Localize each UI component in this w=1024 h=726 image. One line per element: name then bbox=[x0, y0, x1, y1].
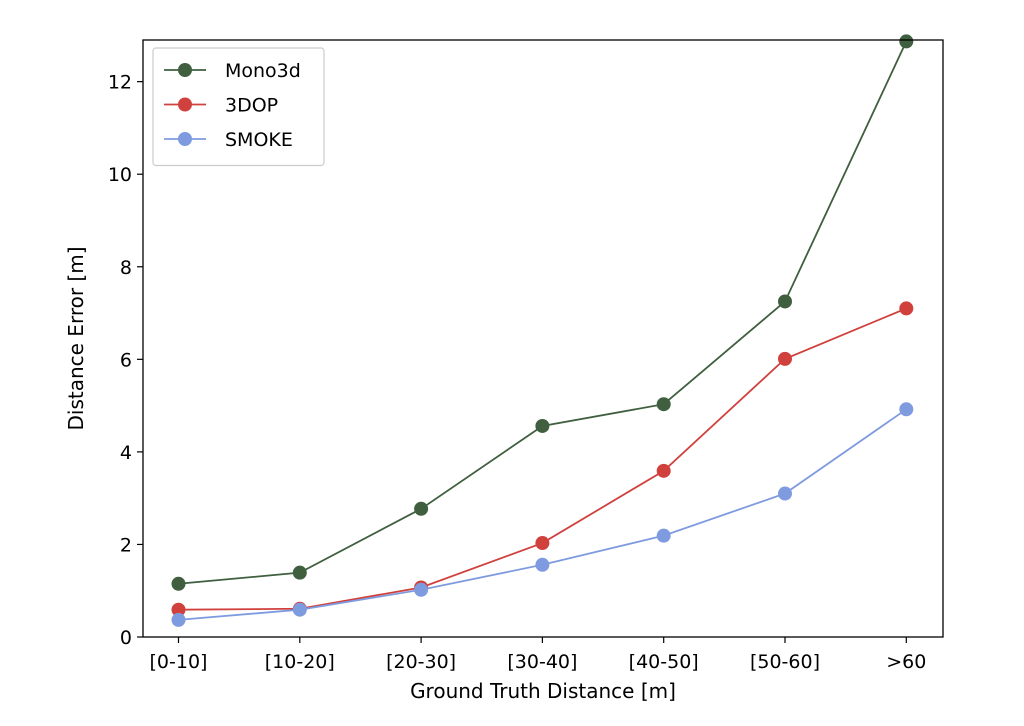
legend-item-3dop: 3DOP bbox=[164, 95, 278, 117]
x-tick-label: [50-60] bbox=[750, 651, 820, 673]
data-point bbox=[292, 602, 307, 617]
y-tick-label: 0 bbox=[120, 627, 132, 649]
y-tick-label: 12 bbox=[108, 72, 132, 94]
y-tick-label: 6 bbox=[120, 349, 132, 371]
y-axis-label: Distance Error [m] bbox=[64, 246, 88, 430]
x-tick-label: >60 bbox=[886, 651, 926, 673]
data-point bbox=[899, 402, 914, 417]
legend-marker bbox=[178, 132, 192, 146]
data-point bbox=[292, 565, 307, 580]
y-tick-label: 10 bbox=[108, 164, 132, 186]
data-point bbox=[899, 301, 914, 316]
series-mono3d bbox=[171, 34, 914, 591]
x-tick-label: [0-10] bbox=[150, 651, 208, 673]
data-point bbox=[899, 34, 914, 49]
x-tick-label: [30-40] bbox=[507, 651, 577, 673]
legend-box bbox=[152, 47, 325, 167]
legend-item-smoke: SMOKE bbox=[164, 129, 293, 151]
data-point bbox=[778, 486, 792, 501]
data-point bbox=[656, 397, 671, 412]
data-point bbox=[414, 501, 429, 516]
legend-label: Mono3d bbox=[225, 60, 301, 82]
data-point bbox=[535, 536, 550, 551]
plot-area bbox=[171, 34, 914, 627]
y-tick-label: 8 bbox=[120, 257, 132, 279]
legend-marker bbox=[178, 63, 192, 77]
x-tick-label: [20-30] bbox=[386, 651, 456, 673]
legend-label: 3DOP bbox=[225, 95, 278, 117]
data-point bbox=[414, 582, 429, 597]
data-point bbox=[171, 612, 186, 627]
series-line bbox=[178, 408, 907, 621]
series-smoke bbox=[171, 402, 914, 627]
data-point bbox=[656, 463, 671, 478]
data-point bbox=[535, 557, 550, 572]
data-point bbox=[535, 418, 550, 433]
y-tick-label: 2 bbox=[120, 534, 132, 556]
legend: Mono3d 3DOP SMOKE bbox=[152, 47, 325, 167]
legend-marker bbox=[178, 97, 192, 112]
x-tick-label: [10-20] bbox=[265, 651, 335, 673]
axes: 0 2 4 6 8 10 12 [0-10] [10-20] [20-30] [30-40] [40-… bbox=[108, 72, 927, 673]
data-point bbox=[171, 602, 186, 617]
x-tick-label: [40-50] bbox=[629, 651, 699, 673]
data-point bbox=[778, 351, 792, 366]
data-point bbox=[778, 294, 792, 309]
legend-item-mono3d: Mono3d bbox=[164, 60, 301, 82]
legend-label: SMOKE bbox=[225, 129, 293, 151]
data-point bbox=[171, 576, 186, 591]
y-tick-label: 4 bbox=[120, 442, 132, 464]
data-point bbox=[656, 528, 671, 543]
x-axis-label: Ground Truth Distance [m] bbox=[410, 679, 676, 703]
